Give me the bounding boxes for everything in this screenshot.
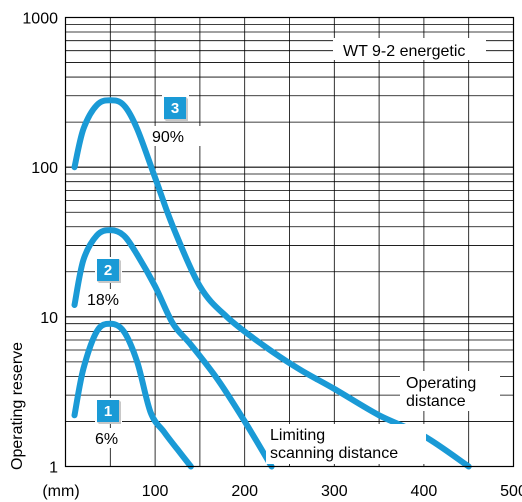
series-curve-1 <box>71 320 194 470</box>
y-tick-label: 10 <box>40 310 58 327</box>
series-badge-number: 2 <box>104 262 112 279</box>
percent-label-backdrop <box>93 428 145 448</box>
percent-label-backdrop <box>85 289 137 309</box>
x-tick-label: 300 <box>321 483 348 500</box>
x-tick-label: 200 <box>231 483 258 500</box>
series-badge-number: 1 <box>104 403 112 420</box>
series-curve-2 <box>71 227 275 470</box>
series-badge-number: 3 <box>171 100 179 117</box>
operating-distance-line1: Operating <box>406 375 476 392</box>
operating-distance-box <box>400 371 500 411</box>
series-badges: 1 6% 2 18% 3 90% <box>85 95 202 448</box>
chart-title: WT 9-2 energetic <box>343 43 465 60</box>
limiting-distance-line2: scanning distance <box>270 445 398 462</box>
series-badge-1 <box>97 400 119 422</box>
series-percent-label: 90% <box>152 129 184 146</box>
percent-label-backdrop <box>150 126 202 146</box>
x-unit-label: (mm) <box>42 483 79 500</box>
series-curve-3 <box>71 97 472 470</box>
series-badge-3 <box>164 97 186 119</box>
plot-frame <box>64 16 515 468</box>
series-percent-label: 6% <box>95 431 118 448</box>
operating-distance-line2: distance <box>406 393 466 410</box>
y-tick-label: 1000 <box>22 11 58 28</box>
tick-labels: 100 200 300 400 500 1 10 100 1000 <box>22 11 522 501</box>
title-box <box>333 38 486 60</box>
x-tick-label: 100 <box>142 483 169 500</box>
series-badge-2 <box>97 259 119 281</box>
x-tick-label: 400 <box>411 483 438 500</box>
limiting-distance-box <box>266 424 426 464</box>
limiting-distance-line1: Limiting <box>270 427 325 444</box>
series-percent-label: 18% <box>87 292 119 309</box>
y-tick-label: 100 <box>31 160 58 177</box>
x-tick-label: 500 <box>500 483 522 500</box>
y-axis-label: Operating reserve <box>9 342 26 470</box>
y-tick-label: 1 <box>49 460 58 477</box>
series-curves <box>71 97 472 470</box>
